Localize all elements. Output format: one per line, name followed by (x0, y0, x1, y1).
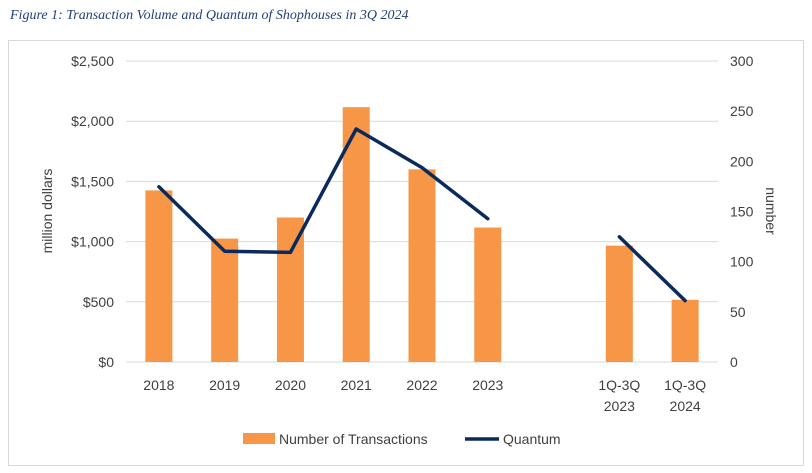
legend: Number of Transactions Quantum (243, 431, 561, 447)
bar-transactions (276, 217, 304, 362)
bars (145, 107, 699, 362)
bar-transactions (211, 238, 239, 362)
x-tick-label: 2023 (472, 377, 503, 393)
legend-swatch-transactions (243, 433, 275, 444)
bar-transactions (671, 299, 699, 362)
right-tick-label: 100 (730, 254, 754, 270)
figure-caption: Figure 1: Transaction Volume and Quantum… (10, 8, 409, 23)
x-tick-label: 2021 (341, 377, 372, 393)
x-tick-label: 2024 (670, 398, 701, 414)
quantum-line (157, 127, 490, 255)
x-tick-label: 2023 (604, 398, 635, 414)
right-axis-title: number (763, 187, 779, 235)
left-tick-label: $500 (83, 294, 114, 310)
chart-frame (8, 40, 804, 466)
legend-label-quantum: Quantum (503, 431, 561, 447)
bar-transactions (474, 227, 502, 362)
quantum-line (617, 235, 687, 303)
quantum-line-layer (157, 127, 687, 303)
right-tick-label: 150 (730, 204, 754, 220)
x-tick-label: 2020 (275, 377, 306, 393)
x-tick-label: 2019 (209, 377, 240, 393)
bar-transactions (605, 245, 633, 362)
legend-label-transactions: Number of Transactions (279, 431, 428, 447)
right-tick-label: 0 (730, 354, 738, 370)
left-tick-label: $1,500 (71, 173, 114, 189)
right-tick-label: 300 (730, 53, 754, 69)
left-axis: $0 $500 $1,000 $1,500 $2,000 $2,500 (71, 53, 114, 370)
x-tick-label: 2022 (406, 377, 437, 393)
left-axis-title: million dollars (39, 169, 55, 254)
x-tick-label: 2018 (143, 377, 174, 393)
left-tick-label: $1,000 (71, 234, 114, 250)
right-axis: 0 50 100 150 200 250 300 (730, 53, 754, 370)
left-tick-label: $2,500 (71, 53, 114, 69)
right-tick-label: 250 (730, 103, 754, 119)
x-tick-label: 1Q-3Q (664, 377, 706, 393)
left-tick-label: $0 (98, 354, 114, 370)
bar-transactions (145, 190, 173, 362)
bar-transactions (342, 107, 370, 362)
x-tick-label: 1Q-3Q (598, 377, 640, 393)
x-axis: 2018 2019 2020 2021 2022 2023 1Q-3Q 2023 1Q-3Q 20… (143, 377, 706, 414)
right-tick-label: 200 (730, 153, 754, 169)
bar-transactions (408, 169, 436, 362)
right-tick-label: 50 (730, 304, 746, 320)
left-tick-label: $2,000 (71, 113, 114, 129)
